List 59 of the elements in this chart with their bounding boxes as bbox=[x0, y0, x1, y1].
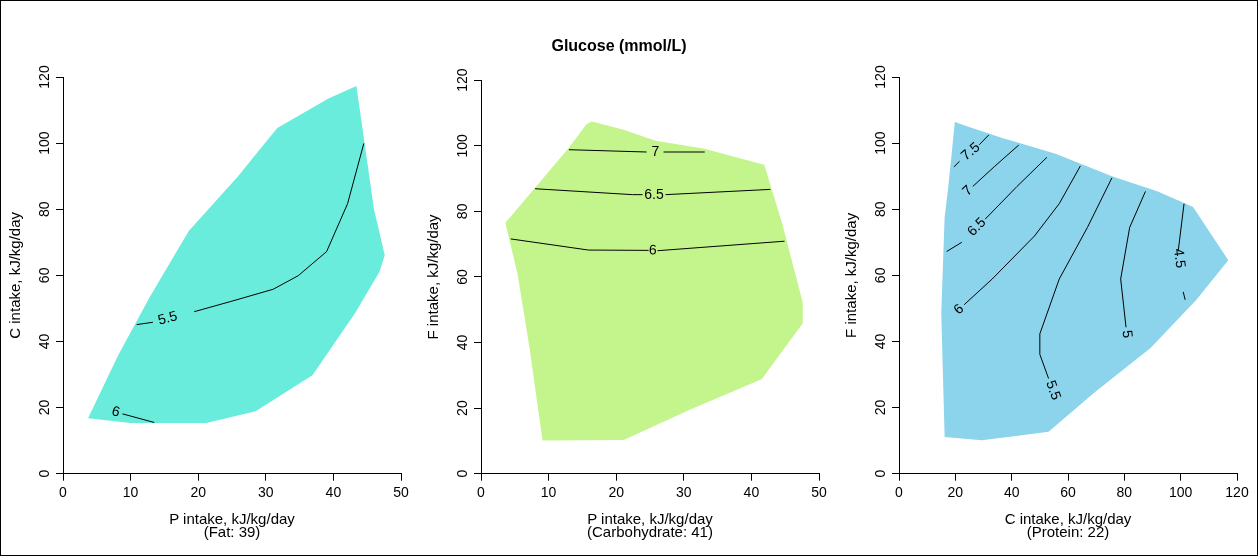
series-label: 7 bbox=[651, 142, 660, 159]
y-tick-label: 100 bbox=[871, 131, 888, 155]
x-tick-label: 40 bbox=[1003, 483, 1020, 500]
x-tick-label: 10 bbox=[122, 483, 139, 500]
x-tick-label: 0 bbox=[59, 483, 68, 500]
y-axis-title: F intake, kJ/kg/day bbox=[423, 213, 441, 340]
text: 6 bbox=[110, 402, 123, 420]
chart-title: Glucose (mmol/L) bbox=[551, 37, 687, 55]
text: 5.5 bbox=[1043, 378, 1065, 403]
x-tick-label: 0 bbox=[477, 483, 486, 500]
x-tick-label: 20 bbox=[947, 483, 964, 500]
x-tick-label: 40 bbox=[325, 483, 342, 500]
x-tick-label: 60 bbox=[1060, 483, 1076, 500]
y-tick-label: 20 bbox=[453, 400, 470, 416]
y-tick-label: 40 bbox=[453, 334, 470, 351]
y-tick-label: 120 bbox=[35, 65, 52, 89]
y-tick-label: 20 bbox=[35, 399, 52, 416]
y-tick-label: 40 bbox=[35, 333, 52, 350]
series-label: 6.5 bbox=[644, 185, 664, 202]
y-tick-label: 20 bbox=[871, 399, 888, 416]
text: 6.5 bbox=[963, 213, 989, 239]
y-tick-label: 100 bbox=[35, 131, 52, 155]
x-axis-title: P intake, kJ/kg/day (Carbohydrate: 41) bbox=[587, 510, 714, 540]
text: 7 bbox=[958, 181, 976, 199]
y-axis-title: F intake, kJ/kg/day bbox=[841, 212, 859, 338]
y-tick-label: 0 bbox=[35, 469, 52, 478]
y-tick-label: 80 bbox=[453, 203, 470, 220]
text: 7.5 bbox=[957, 138, 983, 164]
y-tick-label: 60 bbox=[871, 267, 888, 284]
text: 4.5 bbox=[1170, 247, 1190, 269]
x-tick-label: 30 bbox=[258, 483, 274, 500]
x-tick-label: 10 bbox=[540, 483, 557, 500]
x-tick-label: 0 bbox=[895, 483, 904, 500]
y-tick-label: 0 bbox=[871, 469, 888, 478]
x-tick-label: 30 bbox=[676, 483, 692, 500]
x-tick-label: 100 bbox=[1168, 483, 1193, 500]
x-tick-label: 50 bbox=[811, 483, 827, 500]
y-tick-label: 80 bbox=[35, 201, 52, 218]
y-tick-label: 60 bbox=[453, 268, 470, 285]
x-tick-label: 80 bbox=[1116, 483, 1133, 500]
y-tick-label: 120 bbox=[453, 68, 470, 92]
text: 6 bbox=[949, 299, 967, 318]
x-tick-label: 20 bbox=[608, 483, 625, 500]
x-tick-label: 40 bbox=[743, 483, 760, 500]
y-tick-label: 0 bbox=[453, 469, 470, 478]
y-tick-label: 60 bbox=[35, 267, 52, 284]
x-axis-title: C intake, kJ/kg/day (Protein: 22) bbox=[1004, 510, 1132, 540]
y-tick-label: 100 bbox=[453, 133, 470, 158]
y-tick-label: 40 bbox=[871, 333, 888, 350]
x-tick-label: 120 bbox=[1225, 483, 1249, 500]
series-label: 6 bbox=[648, 241, 658, 258]
y-axis-title: C intake, kJ/kg/day bbox=[5, 211, 23, 339]
y-tick-label: 80 bbox=[871, 201, 888, 218]
x-axis-title: P intake, kJ/kg/day (Fat: 39) bbox=[169, 510, 296, 540]
x-tick-label: 50 bbox=[393, 483, 409, 500]
y-tick-label: 120 bbox=[871, 65, 888, 89]
text: 5 bbox=[1119, 329, 1137, 339]
text: 5.5 bbox=[156, 307, 180, 328]
x-tick-label: 20 bbox=[190, 483, 207, 500]
